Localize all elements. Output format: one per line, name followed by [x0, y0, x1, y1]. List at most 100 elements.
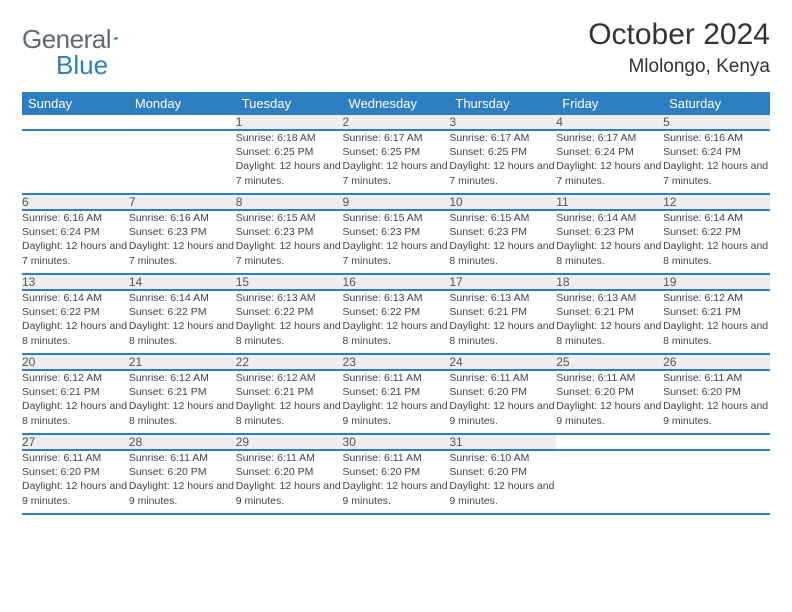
sunset-label: Sunset:: [663, 146, 699, 158]
day-info-cell: Sunrise: 6:16 AMSunset: 6:23 PMDaylight:…: [129, 210, 236, 274]
sunset-label: Sunset:: [556, 146, 592, 158]
sunrise-label: Sunrise:: [129, 212, 168, 224]
sunrise-value: 6:13 AM: [491, 292, 530, 304]
sunrise-value: 6:15 AM: [491, 212, 530, 224]
sunset-line: Sunset: 6:20 PM: [663, 385, 770, 399]
sunrise-line: Sunrise: 6:12 AM: [236, 371, 343, 385]
day-info-cell: Sunrise: 6:12 AMSunset: 6:21 PMDaylight:…: [236, 370, 343, 434]
sunset-value: 6:23 PM: [595, 226, 634, 238]
sunset-value: 6:22 PM: [61, 306, 100, 318]
day-info-cell: Sunrise: 6:15 AMSunset: 6:23 PMDaylight:…: [343, 210, 450, 274]
sunset-line: Sunset: 6:20 PM: [556, 385, 663, 399]
calendar-table: Sunday Monday Tuesday Wednesday Thursday…: [22, 92, 770, 515]
sunrise-value: 6:12 AM: [170, 372, 209, 384]
day-info-cell: Sunrise: 6:17 AMSunset: 6:24 PMDaylight:…: [556, 130, 663, 194]
day-info-cell: Sunrise: 6:13 AMSunset: 6:22 PMDaylight:…: [343, 290, 450, 354]
sunset-label: Sunset:: [449, 226, 485, 238]
daylight-label: Daylight:: [22, 480, 63, 492]
day-info-cell: [129, 130, 236, 194]
day-info-cell: Sunrise: 6:12 AMSunset: 6:21 PMDaylight:…: [22, 370, 129, 434]
sunrise-line: Sunrise: 6:11 AM: [22, 451, 129, 465]
day-info-cell: Sunrise: 6:11 AMSunset: 6:20 PMDaylight:…: [663, 370, 770, 434]
sunset-value: 6:21 PM: [167, 386, 206, 398]
weekday-head: Thursday: [449, 92, 556, 115]
daylight-label: Daylight:: [449, 400, 490, 412]
weekday-head: Saturday: [663, 92, 770, 115]
sunrise-label: Sunrise:: [663, 212, 702, 224]
daylight-line: Daylight: 12 hours and 9 minutes.: [236, 479, 343, 507]
sunset-label: Sunset:: [236, 146, 272, 158]
daylight-line: Daylight: 12 hours and 9 minutes.: [22, 479, 129, 507]
sunset-label: Sunset:: [663, 306, 699, 318]
sunset-line: Sunset: 6:20 PM: [22, 465, 129, 479]
daylight-label: Daylight:: [663, 320, 704, 332]
day-info-cell: Sunrise: 6:11 AMSunset: 6:21 PMDaylight:…: [343, 370, 450, 434]
sunset-line: Sunset: 6:23 PM: [129, 225, 236, 239]
sunset-value: 6:20 PM: [61, 466, 100, 478]
sunrise-label: Sunrise:: [449, 212, 488, 224]
daylight-label: Daylight:: [449, 240, 490, 252]
day-number-cell: 16: [343, 274, 450, 290]
sunrise-label: Sunrise:: [236, 212, 275, 224]
sunrise-line: Sunrise: 6:12 AM: [22, 371, 129, 385]
day-info-cell: Sunrise: 6:11 AMSunset: 6:20 PMDaylight:…: [343, 450, 450, 514]
daylight-line: Daylight: 12 hours and 7 minutes.: [343, 159, 450, 187]
sunset-line: Sunset: 6:23 PM: [236, 225, 343, 239]
sunrise-line: Sunrise: 6:13 AM: [236, 291, 343, 305]
daylight-label: Daylight:: [556, 400, 597, 412]
day-info-cell: Sunrise: 6:14 AMSunset: 6:22 PMDaylight:…: [129, 290, 236, 354]
daylight-label: Daylight:: [663, 240, 704, 252]
title-block: October 2024 Mlolongo, Kenya: [588, 18, 770, 78]
daylight-line: Daylight: 12 hours and 7 minutes.: [343, 239, 450, 267]
sunset-label: Sunset:: [663, 226, 699, 238]
sunset-label: Sunset:: [556, 226, 592, 238]
sunset-value: 6:21 PM: [274, 386, 313, 398]
sunset-line: Sunset: 6:24 PM: [22, 225, 129, 239]
sunrise-value: 6:16 AM: [705, 132, 744, 144]
day-number-cell: 22: [236, 354, 343, 370]
sunset-label: Sunset:: [343, 466, 379, 478]
sunrise-line: Sunrise: 6:12 AM: [129, 371, 236, 385]
sunset-label: Sunset:: [449, 306, 485, 318]
sunrise-label: Sunrise:: [236, 372, 275, 384]
sunset-label: Sunset:: [129, 466, 165, 478]
day-number-cell: 27: [22, 434, 129, 450]
sunrise-label: Sunrise:: [22, 372, 61, 384]
sunset-line: Sunset: 6:20 PM: [236, 465, 343, 479]
sunrise-value: 6:10 AM: [491, 452, 530, 464]
sunrise-label: Sunrise:: [556, 372, 595, 384]
month-year-title: October 2024: [588, 18, 770, 52]
sunset-value: 6:21 PM: [381, 386, 420, 398]
day-info-cell: Sunrise: 6:13 AMSunset: 6:21 PMDaylight:…: [556, 290, 663, 354]
day-info-cell: Sunrise: 6:14 AMSunset: 6:22 PMDaylight:…: [663, 210, 770, 274]
sunrise-label: Sunrise:: [449, 292, 488, 304]
sunrise-line: Sunrise: 6:13 AM: [449, 291, 556, 305]
sunrise-value: 6:11 AM: [277, 452, 315, 464]
sunrise-line: Sunrise: 6:15 AM: [343, 211, 450, 225]
day-number-cell: 1: [236, 115, 343, 130]
day-number-cell: [22, 115, 129, 130]
sunrise-label: Sunrise:: [663, 292, 702, 304]
sunset-line: Sunset: 6:21 PM: [663, 305, 770, 319]
sunrise-value: 6:11 AM: [598, 372, 636, 384]
sunrise-value: 6:14 AM: [63, 292, 102, 304]
daylight-line: Daylight: 12 hours and 9 minutes.: [556, 399, 663, 427]
daylight-label: Daylight:: [343, 240, 384, 252]
sunrise-label: Sunrise:: [556, 212, 595, 224]
sunset-value: 6:20 PM: [381, 466, 420, 478]
sunset-label: Sunset:: [236, 466, 272, 478]
weekday-head: Sunday: [22, 92, 129, 115]
sunrise-line: Sunrise: 6:13 AM: [343, 291, 450, 305]
sunset-line: Sunset: 6:20 PM: [129, 465, 236, 479]
day-info-cell: Sunrise: 6:11 AMSunset: 6:20 PMDaylight:…: [236, 450, 343, 514]
sunrise-label: Sunrise:: [129, 372, 168, 384]
daylight-label: Daylight:: [129, 400, 170, 412]
sunset-line: Sunset: 6:24 PM: [663, 145, 770, 159]
sunrise-value: 6:15 AM: [384, 212, 423, 224]
sunrise-value: 6:11 AM: [491, 372, 529, 384]
sunset-line: Sunset: 6:23 PM: [449, 225, 556, 239]
sunset-value: 6:25 PM: [274, 146, 313, 158]
daylight-line: Daylight: 12 hours and 7 minutes.: [663, 159, 770, 187]
weekday-head: Tuesday: [236, 92, 343, 115]
day-number-cell: 3: [449, 115, 556, 130]
